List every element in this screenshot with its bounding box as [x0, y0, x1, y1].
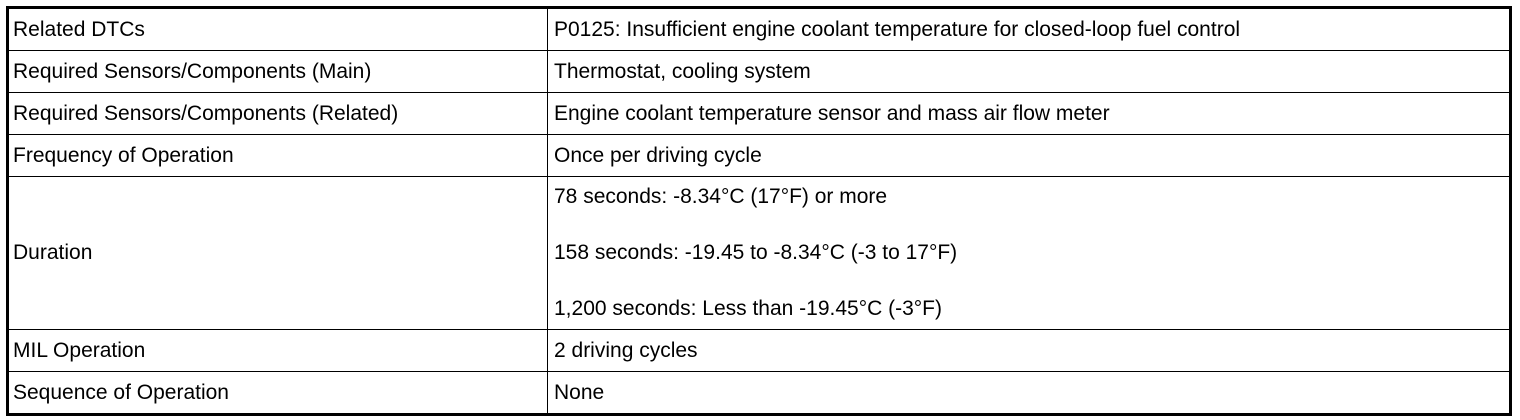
value-line: 158 seconds: -19.45 to -8.34°C (-3 to 17… [554, 241, 958, 264]
table-row: MIL Operation 2 driving cycles [7, 329, 1511, 372]
label-cell: Required Sensors/Components (Main) [7, 50, 548, 93]
table-row: Sequence of Operation None [7, 371, 1511, 415]
table-row: Related DTCs P0125: Insufficient engine c… [7, 7, 1511, 51]
value-line: 1,200 seconds: Less than -19.45°C (-3°F) [554, 297, 942, 320]
table-row: Duration 78 seconds: -8.34°C (17°F) or mo… [7, 176, 1511, 330]
table-body: Related DTCs P0125: Insufficient engine c… [7, 7, 1511, 415]
table-row: Frequency of Operation Once per driving c… [7, 134, 1511, 177]
info-table: Related DTCs P0125: Insufficient engine c… [6, 6, 1512, 416]
table-row: Required Sensors/Components (Main) Thermo… [7, 50, 1511, 93]
value-cell: None [547, 371, 1511, 415]
value-cell: 78 seconds: -8.34°C (17°F) or more 158 se… [547, 176, 1511, 330]
value-cell: 2 driving cycles [547, 329, 1511, 372]
label-cell: MIL Operation [7, 329, 548, 372]
value-cell: Once per driving cycle [547, 134, 1511, 177]
value-cell: Thermostat, cooling system [547, 50, 1511, 93]
value-cell: Engine coolant temperature sensor and ma… [547, 92, 1511, 135]
value-line: 78 seconds: -8.34°C (17°F) or more [554, 185, 888, 208]
label-cell: Frequency of Operation [7, 134, 548, 177]
label-cell: Duration [7, 176, 548, 330]
label-cell: Required Sensors/Components (Related) [7, 92, 548, 135]
table-row: Required Sensors/Components (Related) Eng… [7, 92, 1511, 135]
value-cell: P0125: Insufficient engine coolant tempe… [547, 7, 1511, 51]
label-cell: Sequence of Operation [7, 371, 548, 415]
label-cell: Related DTCs [7, 7, 548, 51]
